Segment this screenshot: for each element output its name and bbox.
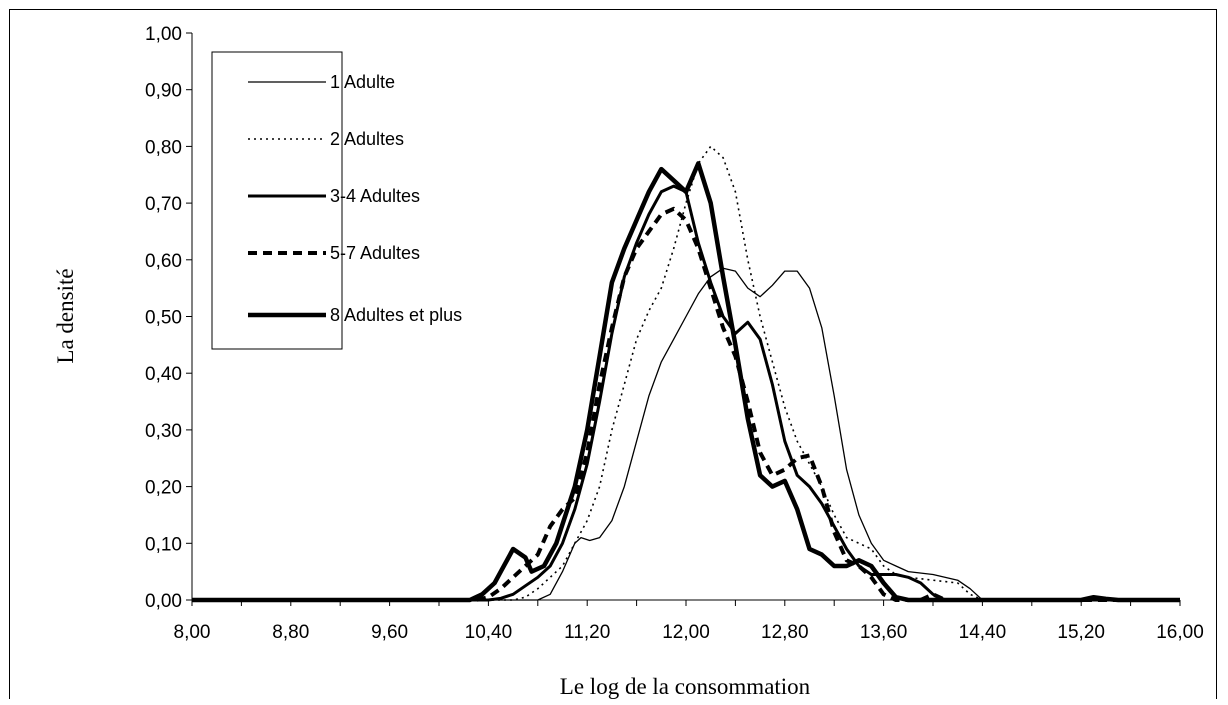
legend-label-1: 1 Adulte <box>330 72 395 92</box>
axes: 0,00 0,10 0,20 0,30 0,40 0,50 0,60 0,70 0,80 0,90… <box>145 24 1204 643</box>
y-tick-label: 0,30 <box>145 421 182 442</box>
y-tick-label: 0,80 <box>145 137 182 158</box>
y-tick-label: 0,40 <box>145 364 182 385</box>
x-tick-label: 12,80 <box>761 622 809 643</box>
chart-frame <box>9 9 1217 699</box>
x-tick-label: 8,00 <box>174 622 211 643</box>
y-axis-title: La densité <box>53 268 78 363</box>
legend: 1 Adulte 2 Adultes 3-4 Adultes 5-7 Adultes 8… <box>211 51 462 350</box>
y-tick-label: 0,60 <box>145 251 182 272</box>
y-tick-label: 0,20 <box>145 478 182 499</box>
y-tick-label: 0,00 <box>145 591 182 612</box>
x-tick-label: 8,80 <box>272 622 309 643</box>
legend-box <box>211 51 343 350</box>
series-line-2 <box>192 145 1180 601</box>
x-tick-label: 16,00 <box>1156 622 1204 643</box>
y-tick-label: 0,50 <box>145 308 182 329</box>
y-tick-label: 0,70 <box>145 194 182 215</box>
legend-label-5: 8 Adultes et plus <box>330 305 462 325</box>
x-tick-label: 11,20 <box>564 622 610 643</box>
x-axis-title: Le log de la consommation <box>560 674 811 699</box>
series-line-5 <box>192 161 1180 603</box>
x-tick-label: 13,60 <box>860 622 908 643</box>
y-tick-label: 0,10 <box>145 534 182 555</box>
series-line-1 <box>192 267 1180 601</box>
x-tick-label: 10,40 <box>465 622 513 643</box>
series-line-4 <box>192 206 1180 602</box>
legend-label-3: 3-4 Adultes <box>330 186 420 206</box>
legend-label-2: 2 Adultes <box>330 129 404 149</box>
x-tick-label: 12,00 <box>662 622 710 643</box>
y-tick-label: 1,00 <box>145 24 182 45</box>
legend-label-4: 5-7 Adultes <box>330 243 420 263</box>
x-tick-label: 9,60 <box>371 622 408 643</box>
series-lines <box>192 145 1180 603</box>
x-tick-label: 14,40 <box>959 622 1007 643</box>
x-tick-label: 15,20 <box>1057 622 1105 643</box>
y-tick-label: 0,90 <box>145 81 182 102</box>
